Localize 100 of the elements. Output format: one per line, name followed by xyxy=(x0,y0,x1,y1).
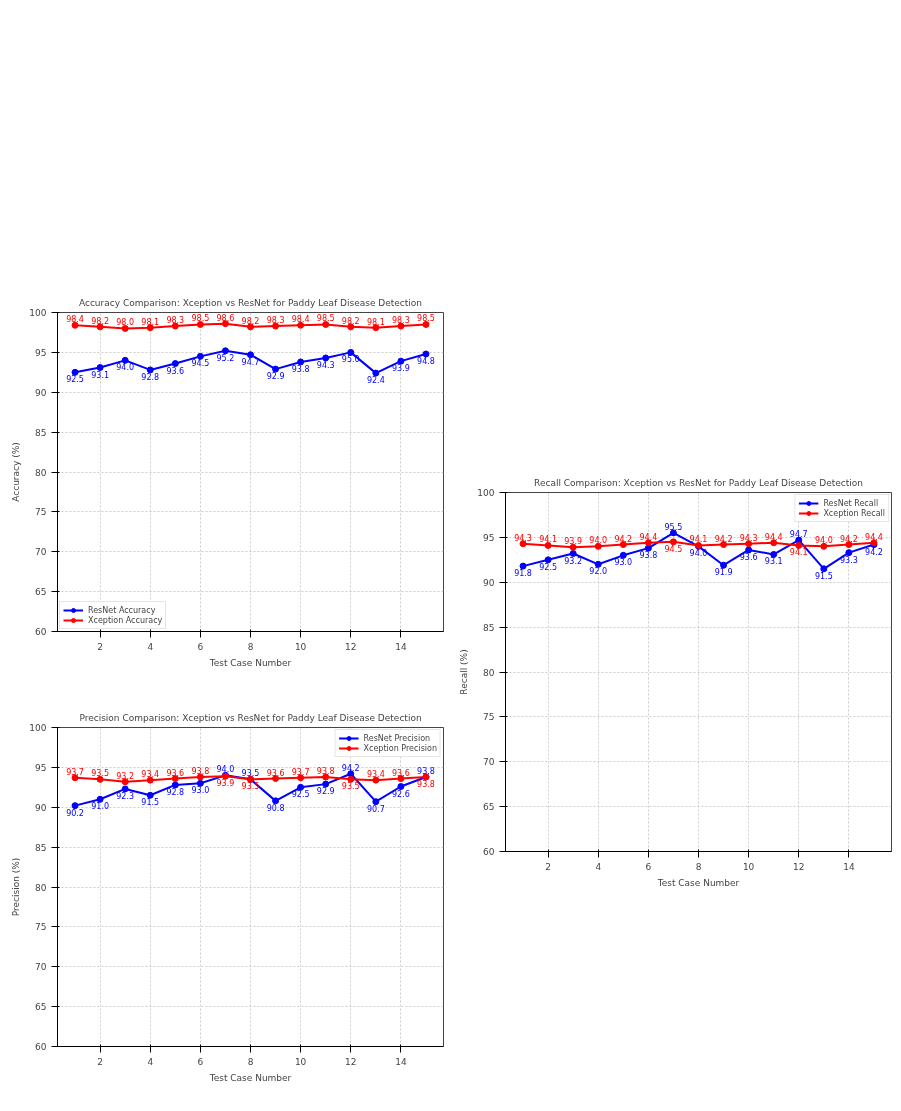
x-tick-label: 4 xyxy=(147,1056,154,1067)
x-tick-label: 6 xyxy=(645,861,652,872)
x-tick-label: 2 xyxy=(97,641,103,652)
data-label: 94.5 xyxy=(664,544,683,554)
data-label: 94.1 xyxy=(689,535,708,545)
data-label: 93.5 xyxy=(91,769,110,779)
y-tick-label: 65 xyxy=(35,587,47,598)
data-label: 94.0 xyxy=(689,549,708,559)
data-label: 94.3 xyxy=(739,533,758,543)
data-label: 92.5 xyxy=(66,375,84,385)
data-label: 95.2 xyxy=(216,353,235,363)
data-label: 92.4 xyxy=(366,376,385,386)
data-label: 94.8 xyxy=(417,356,435,366)
data-label: 91.0 xyxy=(91,802,110,812)
data-label: 98.3 xyxy=(266,316,285,326)
data-label: 94.5 xyxy=(191,359,210,369)
data-label: 94.4 xyxy=(865,532,883,542)
data-label: 93.1 xyxy=(764,557,783,567)
y-tick-label: 90 xyxy=(35,802,47,813)
data-label: 91.9 xyxy=(714,568,733,578)
x-tick-label: 2 xyxy=(97,1056,103,1067)
data-label: 94.1 xyxy=(539,535,558,545)
data-label: 94.2 xyxy=(714,534,733,544)
x-tick-label: 8 xyxy=(247,1056,254,1067)
y-tick-label: 100 xyxy=(477,488,495,498)
x-tick-label: 4 xyxy=(147,641,154,652)
data-label: 93.5 xyxy=(341,782,360,792)
x-axis-title: Test Case Number xyxy=(208,657,292,668)
data-label: 94.0 xyxy=(589,536,608,546)
data-label: 94.2 xyxy=(865,547,883,557)
data-label: 93.5 xyxy=(241,782,260,792)
x-tick-label: 6 xyxy=(197,641,204,652)
data-label: 95.5 xyxy=(664,522,683,532)
data-label: 98.3 xyxy=(166,316,185,326)
x-tick-label: 10 xyxy=(294,641,307,652)
y-tick-label: 85 xyxy=(483,622,495,633)
data-label: 94.3 xyxy=(514,533,532,543)
data-label: 93.6 xyxy=(266,768,285,778)
data-label: 98.2 xyxy=(91,316,110,326)
data-label: 93.8 xyxy=(191,766,210,776)
data-label: 92.8 xyxy=(141,372,160,382)
y-tick-label: 90 xyxy=(35,387,47,398)
data-label: 94.2 xyxy=(341,763,360,773)
data-label: 93.5 xyxy=(241,769,260,779)
data-label: 98.4 xyxy=(291,315,310,325)
data-label: 94.0 xyxy=(814,536,833,546)
y-tick-label: 80 xyxy=(35,467,47,478)
data-label: 98.3 xyxy=(391,316,410,326)
y-tick-label: 75 xyxy=(483,712,495,723)
legend-label: ResNet Recall xyxy=(823,498,879,508)
data-label: 94.2 xyxy=(614,534,633,544)
x-tick-label: 12 xyxy=(345,1056,357,1067)
data-label: 93.4 xyxy=(141,770,160,780)
chart-title: Recall Comparison: Xception vs ResNet for Paddy Leaf Disease Detection xyxy=(534,477,863,488)
data-label: 93.9 xyxy=(216,779,235,789)
y-tick-label: 95 xyxy=(483,532,495,543)
data-label: 93.2 xyxy=(116,771,135,781)
data-label: 93.6 xyxy=(166,366,185,376)
y-tick-label: 60 xyxy=(35,627,47,637)
y-tick-label: 85 xyxy=(35,427,47,438)
data-label: 90.7 xyxy=(366,804,385,814)
y-tick-label: 95 xyxy=(35,347,47,358)
data-label: 98.4 xyxy=(66,315,84,325)
data-label: 92.9 xyxy=(266,372,285,382)
x-tick-label: 8 xyxy=(247,641,254,652)
data-label: 93.1 xyxy=(91,370,110,380)
y-axis-title: Precision (%) xyxy=(11,857,22,917)
x-tick-label: 10 xyxy=(742,861,755,872)
data-label: 93.9 xyxy=(564,537,583,547)
x-tick-label: 8 xyxy=(695,861,702,872)
y-tick-label: 95 xyxy=(35,762,47,773)
data-label: 98.0 xyxy=(116,318,135,328)
legend-label: Xception Precision xyxy=(363,743,437,753)
x-tick-label: 12 xyxy=(345,641,357,652)
data-label: 93.6 xyxy=(391,768,410,778)
data-label: 98.5 xyxy=(316,314,335,324)
data-label: 93.4 xyxy=(366,770,385,780)
y-tick-label: 80 xyxy=(483,667,495,678)
data-label: 93.7 xyxy=(66,767,84,777)
data-label: 91.8 xyxy=(514,569,532,579)
data-label: 98.5 xyxy=(191,314,210,324)
data-label: 98.1 xyxy=(366,317,385,327)
data-label: 94.3 xyxy=(316,360,335,370)
x-axis-title: Test Case Number xyxy=(208,1072,292,1083)
y-tick-label: 90 xyxy=(483,577,495,588)
y-axis-title: Recall (%) xyxy=(459,649,470,695)
data-label: 93.0 xyxy=(614,558,633,568)
data-label: 90.2 xyxy=(66,808,84,818)
data-label: 98.1 xyxy=(141,317,160,327)
data-label: 93.6 xyxy=(739,552,758,562)
y-tick-label: 60 xyxy=(35,1042,47,1052)
data-label: 94.4 xyxy=(764,532,783,542)
data-label: 92.8 xyxy=(166,787,185,797)
data-label: 94.0 xyxy=(216,765,235,775)
data-label: 98.6 xyxy=(216,313,235,323)
data-label: 92.9 xyxy=(316,787,335,797)
y-tick-label: 75 xyxy=(35,507,47,518)
y-tick-label: 100 xyxy=(29,308,47,318)
y-tick-label: 70 xyxy=(483,757,495,768)
data-label: 93.8 xyxy=(291,364,310,374)
